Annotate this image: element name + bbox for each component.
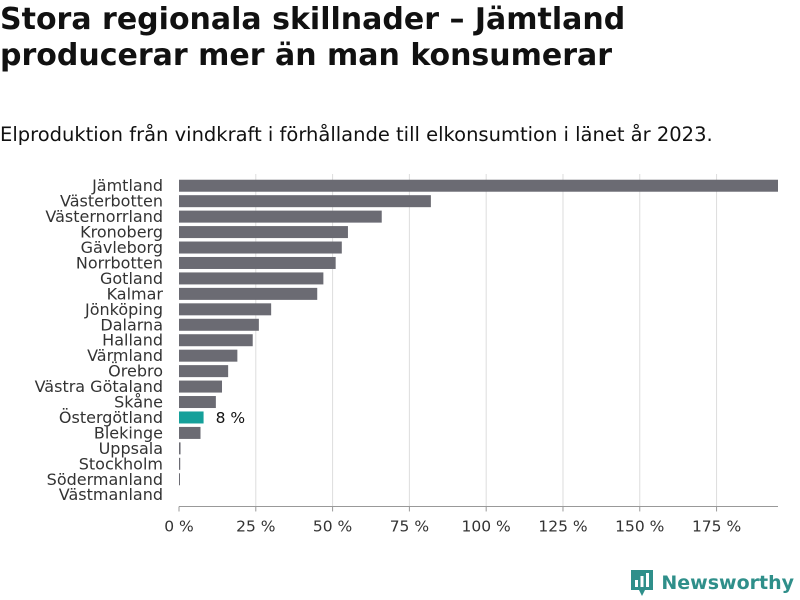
category-label: Västernorrland — [45, 207, 163, 226]
category-label: Norrbotten — [76, 253, 163, 272]
category-label: Jämtland — [91, 176, 163, 195]
bar — [179, 380, 223, 393]
category-label: Blekinge — [94, 423, 163, 442]
newsworthy-logo-icon — [631, 570, 654, 596]
bar-chart: JämtlandVästerbottenVästernorrlandKronob… — [35, 174, 778, 535]
bar — [179, 334, 253, 347]
bar — [179, 195, 431, 208]
bar — [179, 226, 348, 239]
x-tick-label: 0 % — [164, 517, 194, 535]
bar — [179, 411, 204, 424]
bar — [179, 179, 778, 192]
x-tick-label: 50 % — [313, 517, 352, 535]
chart-title: Stora regionala skillnader – Jämtland pr… — [0, 2, 626, 73]
bar — [179, 442, 181, 455]
category-label: Gotland — [100, 269, 163, 288]
bar — [179, 272, 324, 285]
chart-subtitle: Elproduktion från vindkraft i förhålland… — [0, 123, 713, 146]
x-tick-label: 175 % — [692, 517, 741, 535]
bar — [179, 303, 272, 316]
category-label: Halland — [102, 331, 163, 350]
category-label: Dalarna — [100, 315, 163, 334]
category-label: Gävleborg — [81, 238, 163, 257]
bar — [179, 426, 201, 439]
bar — [179, 256, 336, 269]
category-label: Västerbotten — [60, 192, 163, 211]
category-label: Västra Götaland — [35, 377, 163, 396]
category-label: Västmanland — [59, 485, 163, 504]
x-tick-label: 150 % — [615, 517, 664, 535]
category-label: Värmland — [87, 346, 163, 365]
category-label: Östergötland — [59, 408, 163, 427]
bar — [179, 396, 216, 409]
category-label: Örebro — [108, 362, 163, 381]
category-label: Uppsala — [99, 439, 163, 458]
category-label: Stockholm — [79, 454, 163, 473]
bar — [179, 210, 382, 223]
category-label: Skåne — [114, 393, 163, 412]
x-tick-label: 100 % — [462, 517, 511, 535]
bar — [179, 241, 342, 254]
data-label: 8 % — [216, 409, 246, 427]
bar — [179, 473, 180, 486]
bar — [179, 365, 229, 378]
bar — [179, 457, 181, 470]
x-tick-label: 25 % — [236, 517, 275, 535]
category-label: Södermanland — [47, 470, 163, 489]
x-tick-label: 125 % — [538, 517, 587, 535]
x-tick-label: 75 % — [390, 517, 429, 535]
newsworthy-logo: Newsworthy — [629, 568, 794, 598]
category-label: Kalmar — [107, 284, 164, 303]
bar — [179, 349, 238, 362]
bar — [179, 287, 318, 300]
bar — [179, 318, 259, 331]
category-label: Kronoberg — [80, 223, 163, 242]
newsworthy-logo-text: Newsworthy — [661, 572, 794, 594]
category-label: Jönköping — [84, 300, 163, 319]
